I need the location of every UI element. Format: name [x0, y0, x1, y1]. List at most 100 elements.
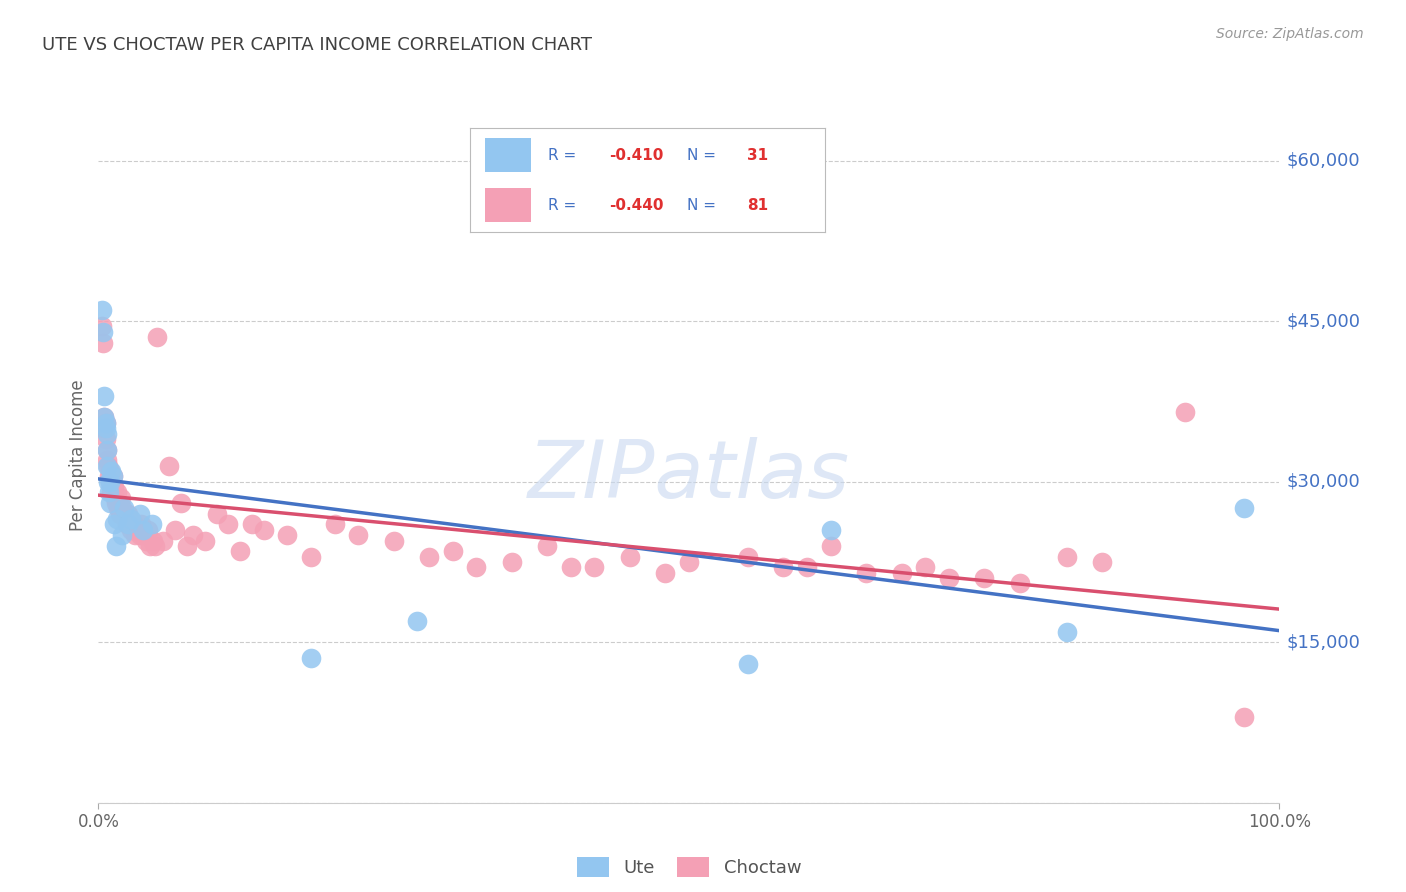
- Point: [105, 539, 128, 553]
- Point: [93, 410, 115, 425]
- Text: R =: R =: [548, 198, 582, 212]
- Text: -0.410: -0.410: [609, 147, 664, 162]
- Point: [1056, 549, 1078, 564]
- Text: Source: ZipAtlas.com: Source: ZipAtlas.com: [1216, 27, 1364, 41]
- Point: [122, 517, 145, 532]
- Point: [93, 389, 115, 403]
- Point: [129, 517, 152, 532]
- Point: [1174, 405, 1197, 419]
- Point: [132, 523, 155, 537]
- Point: [98, 485, 121, 500]
- Point: [1008, 576, 1031, 591]
- Point: [217, 517, 239, 532]
- Point: [96, 442, 118, 457]
- Point: [465, 560, 488, 574]
- Point: [737, 549, 759, 564]
- Point: [194, 533, 217, 548]
- Point: [93, 421, 115, 435]
- Point: [141, 517, 163, 532]
- Point: [323, 517, 346, 532]
- Point: [118, 517, 141, 532]
- Point: [253, 523, 276, 537]
- Point: [143, 539, 166, 553]
- Point: [128, 507, 150, 521]
- Point: [176, 539, 198, 553]
- Point: [98, 475, 121, 489]
- Point: [98, 469, 121, 483]
- Point: [96, 442, 118, 457]
- Point: [98, 496, 121, 510]
- Point: [820, 539, 842, 553]
- Point: [103, 480, 125, 494]
- Point: [94, 421, 117, 435]
- Point: [619, 549, 641, 564]
- Point: [820, 523, 842, 537]
- Point: [276, 528, 298, 542]
- Point: [205, 507, 228, 521]
- Point: [128, 528, 150, 542]
- Point: [94, 432, 117, 446]
- Point: [560, 560, 582, 574]
- Text: 81: 81: [747, 198, 768, 212]
- Point: [1233, 710, 1256, 724]
- Text: R =: R =: [548, 147, 582, 162]
- Point: [678, 555, 700, 569]
- Point: [229, 544, 252, 558]
- Text: ZIPatlas: ZIPatlas: [527, 437, 851, 515]
- Point: [146, 330, 169, 344]
- Point: [1091, 555, 1114, 569]
- Point: [91, 303, 114, 318]
- Point: [111, 501, 134, 516]
- Point: [418, 549, 440, 564]
- Point: [136, 523, 159, 537]
- Point: [91, 335, 114, 350]
- Point: [654, 566, 676, 580]
- Point: [135, 533, 157, 548]
- Point: [108, 507, 131, 521]
- Point: [101, 469, 124, 483]
- Bar: [485, 138, 530, 172]
- Text: UTE VS CHOCTAW PER CAPITA INCOME CORRELATION CHART: UTE VS CHOCTAW PER CAPITA INCOME CORRELA…: [42, 36, 592, 54]
- Point: [110, 491, 132, 505]
- Point: [382, 533, 405, 548]
- Point: [104, 491, 127, 505]
- Point: [105, 512, 128, 526]
- Y-axis label: Per Capita Income: Per Capita Income: [69, 379, 87, 531]
- Point: [117, 517, 139, 532]
- Point: [111, 528, 134, 542]
- Text: $60,000: $60,000: [1286, 152, 1360, 169]
- Point: [737, 657, 759, 671]
- Point: [914, 560, 936, 574]
- Point: [115, 517, 138, 532]
- Point: [240, 517, 263, 532]
- Point: [112, 507, 135, 521]
- Point: [101, 469, 124, 483]
- Point: [299, 549, 322, 564]
- Point: [127, 523, 149, 537]
- Point: [406, 614, 429, 628]
- Point: [121, 512, 143, 526]
- Point: [181, 528, 204, 542]
- Point: [112, 501, 135, 516]
- Text: -0.440: -0.440: [609, 198, 664, 212]
- Point: [132, 528, 155, 542]
- Point: [94, 416, 117, 430]
- Point: [142, 533, 165, 548]
- Point: [973, 571, 995, 585]
- Point: [94, 416, 117, 430]
- Text: N =: N =: [686, 147, 720, 162]
- Point: [105, 496, 128, 510]
- Point: [796, 560, 818, 574]
- Text: 31: 31: [747, 147, 768, 162]
- Point: [1056, 624, 1078, 639]
- Point: [96, 453, 118, 467]
- Point: [855, 566, 877, 580]
- Point: [107, 501, 129, 516]
- Point: [93, 410, 115, 425]
- Point: [100, 464, 122, 478]
- Point: [97, 475, 120, 489]
- Point: [91, 319, 114, 334]
- Point: [96, 426, 118, 441]
- Bar: [485, 188, 530, 222]
- Point: [98, 464, 121, 478]
